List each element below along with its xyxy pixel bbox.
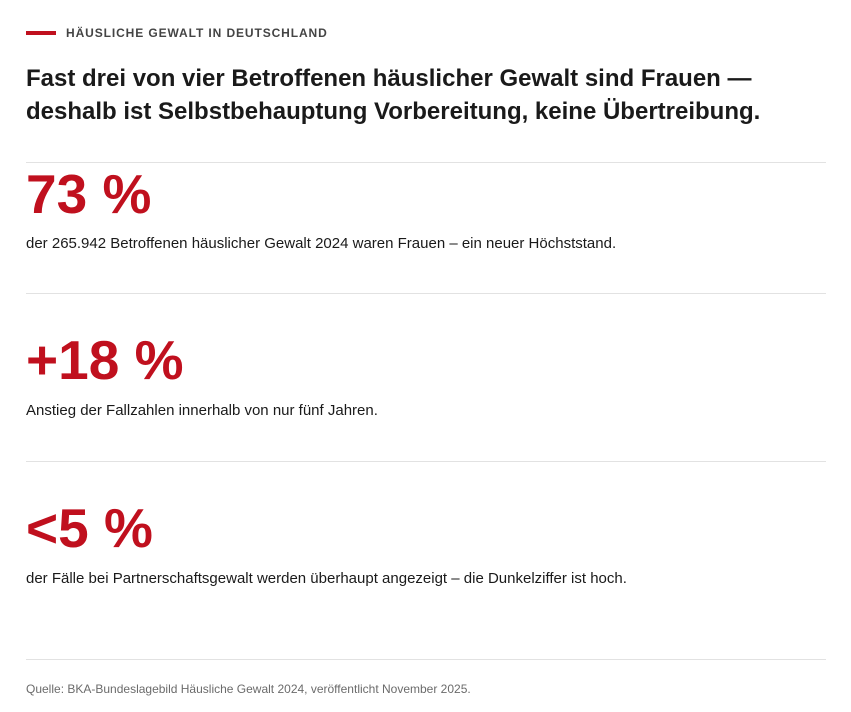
stat-description: der Fälle bei Partnerschaftsgewalt werde… xyxy=(26,570,627,587)
headline-line-2: deshalb ist Selbstbehauptung Vorbereitun… xyxy=(26,98,761,125)
source-note: Quelle: BKA-Bundeslagebild Häusliche Gew… xyxy=(26,682,471,696)
divider xyxy=(26,162,826,163)
stat-value: 73 % xyxy=(26,163,152,225)
kicker-accent-bar xyxy=(26,31,56,35)
kicker-label: HÄUSLICHE GEWALT IN DEUTSCHLAND xyxy=(66,26,328,40)
headline-line-1: Fast drei von vier Betroffenen häusliche… xyxy=(26,65,752,92)
stat-description: der 265.942 Betroffenen häuslicher Gewal… xyxy=(26,235,617,252)
divider xyxy=(26,659,826,660)
headline: Fast drei von vier Betroffenen häusliche… xyxy=(26,62,826,128)
stat-value: +18 % xyxy=(26,329,184,391)
infobox: HÄUSLICHE GEWALT IN DEUTSCHLAND Fast dre… xyxy=(26,0,826,712)
divider xyxy=(26,293,826,294)
stat-description: Anstieg der Fallzahlen innerhalb von nur… xyxy=(26,402,378,419)
stat-value: <5 % xyxy=(26,497,153,559)
divider xyxy=(26,461,826,462)
kicker: HÄUSLICHE GEWALT IN DEUTSCHLAND xyxy=(26,24,328,42)
